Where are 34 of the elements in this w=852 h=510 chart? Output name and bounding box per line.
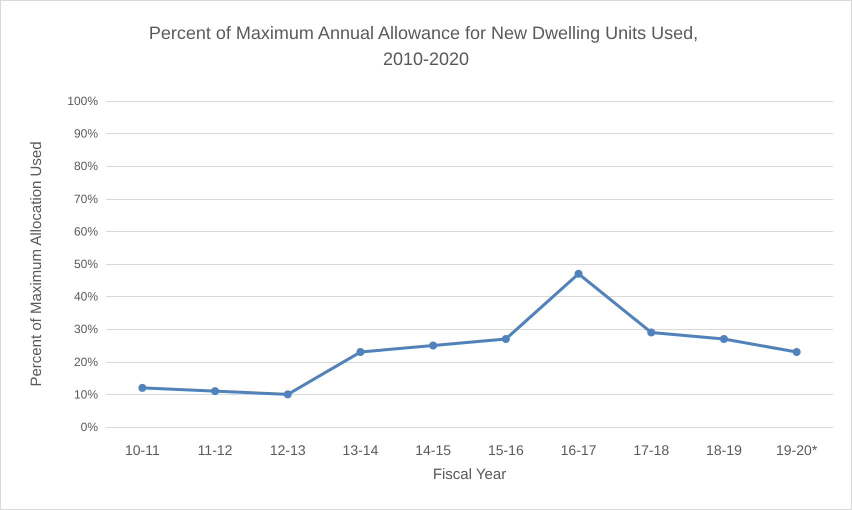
x-tick-label: 14-15: [415, 442, 452, 458]
y-axis-title: Percent of Maximum Allocation Used: [28, 141, 45, 387]
x-tick-label: 10-11: [124, 442, 160, 458]
x-tick-label: 13-14: [342, 442, 379, 458]
point: [429, 342, 438, 350]
x-tick-label: 16-17: [560, 442, 597, 458]
y-tick-label: 70%: [74, 192, 98, 206]
y-tick-label: 0%: [80, 420, 98, 434]
y-tick-label: 100%: [67, 94, 98, 108]
y-tick-label: 80%: [74, 159, 98, 174]
x-tick-label: 15-16: [488, 442, 524, 458]
x-axis-title: Fiscal Year: [432, 466, 506, 483]
x-tick-label: 12-13: [270, 442, 306, 458]
x-tick-label: 11-12: [198, 442, 233, 458]
point: [356, 348, 364, 356]
point: [138, 384, 146, 392]
x-tick-label: 18-19: [706, 442, 742, 458]
y-tick-label: 10%: [74, 387, 98, 402]
point: [211, 387, 220, 396]
point: [647, 328, 656, 336]
y-tick-label: 60%: [74, 224, 98, 238]
y-tick-label: 40%: [74, 290, 98, 304]
y-tick-label: 90%: [74, 126, 98, 141]
y-tick-label: 50%: [74, 257, 98, 271]
x-tick-label: 17-18: [633, 442, 670, 458]
y-tick-label: 20%: [74, 354, 98, 369]
x-tick-label: 19-20*: [776, 442, 818, 458]
point: [574, 270, 583, 278]
y-tick-label: 30%: [74, 322, 98, 336]
point: [792, 348, 801, 356]
point: [502, 334, 510, 343]
point: [720, 334, 728, 343]
chart-title: Percent of Maximum Annual Allowance for New Dwelling Units Used, 2010-2020: [148, 23, 704, 69]
point: [284, 390, 292, 398]
